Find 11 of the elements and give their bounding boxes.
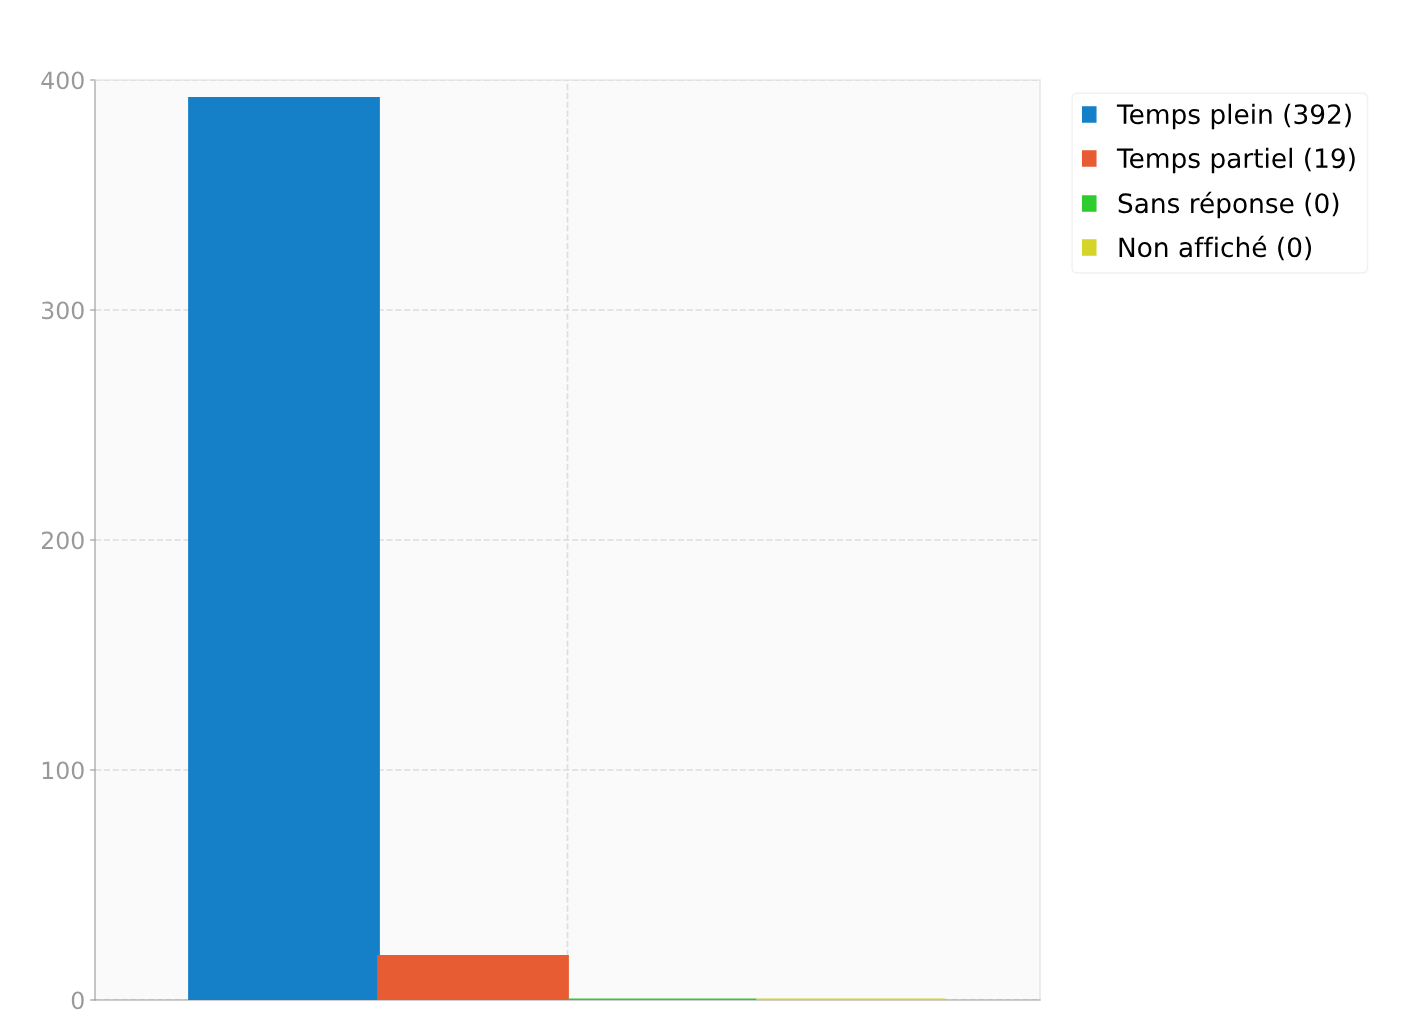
y-tick-label: 0 xyxy=(71,991,84,1010)
y-tick-label: 300 xyxy=(42,301,84,320)
bar xyxy=(188,97,380,1000)
legend-label: Temps partiel (19) xyxy=(1116,147,1355,174)
legend-label: Sans réponse (0) xyxy=(1118,191,1339,219)
legend-label: Temps plein (392) xyxy=(1116,103,1351,130)
y-tick-label: 200 xyxy=(41,531,84,550)
bar xyxy=(377,954,569,1000)
legend-label: Non affiché (0) xyxy=(1119,235,1312,261)
y-tick-label: 400 xyxy=(41,71,84,90)
y-tick-label: 100 xyxy=(42,761,84,780)
